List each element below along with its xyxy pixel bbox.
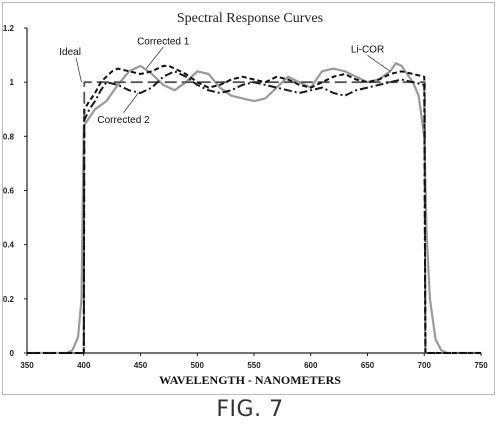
y-tick-label: 0.8 — [3, 132, 15, 141]
annotation-leader — [75, 57, 82, 83]
annotation-label: Corrected 2 — [97, 115, 150, 126]
y-tick-label: 0.2 — [3, 295, 15, 304]
x-tick-label: 750 — [474, 361, 488, 370]
figure-caption: FIG. 7 — [216, 397, 284, 422]
y-tick-label: 1 — [10, 78, 15, 87]
spectral-response-chart: Spectral Response Curves 0 0.2 0.4 0.6 0.8 1 1.… — [3, 11, 488, 387]
series-line-corrected-2 — [27, 70, 481, 354]
x-tick-label: 350 — [20, 361, 34, 370]
y-tick-label: 0.4 — [3, 241, 15, 250]
y-tick-label: 1.2 — [3, 24, 15, 33]
y-tick-label: 0 — [10, 349, 15, 358]
chart-title: Spectral Response Curves — [177, 11, 323, 26]
x-tick-label: 550 — [247, 361, 261, 370]
series-line-corrected-1 — [27, 64, 481, 354]
annotation-label: Ideal — [59, 47, 81, 58]
x-tick-label: 450 — [134, 361, 148, 370]
x-axis-title: WAVELENGTH - NANOMETERS — [159, 373, 341, 387]
x-tick-label: 500 — [191, 361, 205, 370]
x-tick-label: 700 — [418, 361, 432, 370]
annotation-leader — [123, 92, 139, 114]
annotation-leader — [145, 47, 164, 69]
series-line-ideal — [27, 81, 481, 354]
y-tick-label: 0.6 — [3, 187, 15, 196]
x-tick-label: 400 — [77, 361, 91, 370]
x-tick-label: 600 — [304, 361, 318, 370]
series-line-li-cor — [27, 62, 481, 355]
x-tick-label: 650 — [361, 361, 375, 370]
annotation-leader — [367, 55, 391, 72]
annotation-label: Corrected 1 — [137, 36, 190, 47]
annotation-label: Li-COR — [351, 44, 384, 55]
